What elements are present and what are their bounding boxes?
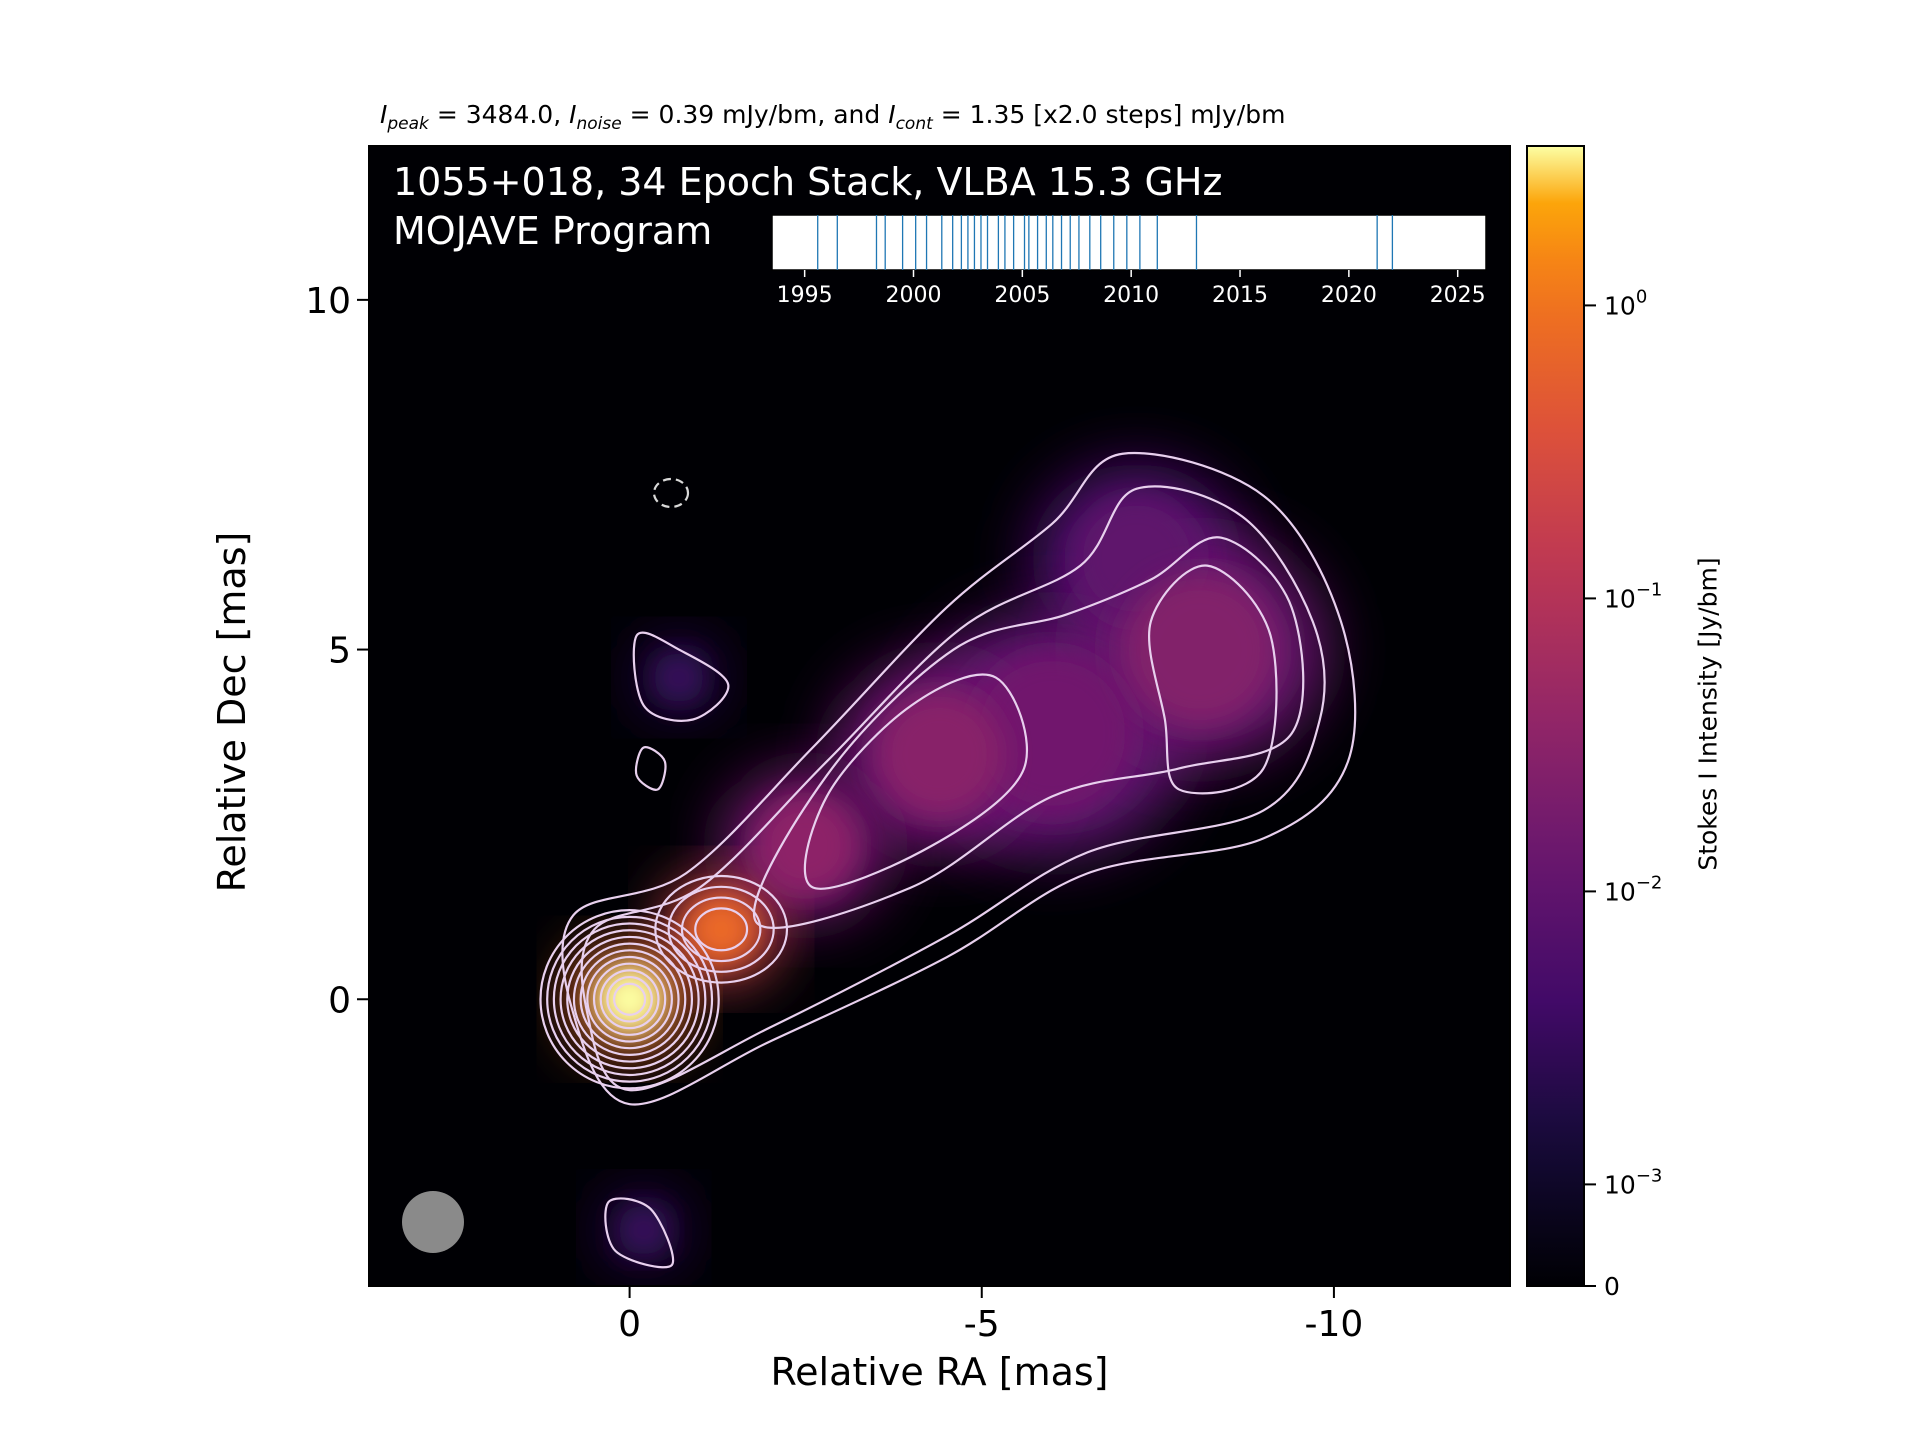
timeline-ticks: 1995 2000 2005 2010 2015 2020 2025 bbox=[777, 270, 1486, 308]
colorbar-tick-label: 10−3 bbox=[1604, 1165, 1662, 1199]
timeline-background bbox=[771, 214, 1487, 271]
colorbar-gradient bbox=[1526, 145, 1585, 1287]
plot-frame bbox=[368, 145, 1511, 1287]
emission-component bbox=[618, 1204, 670, 1256]
emission-layer bbox=[402, 451, 1357, 1269]
emission-component bbox=[876, 691, 1003, 818]
colorbar: 0 10−3 10−2 10−1 100 bbox=[1526, 145, 1662, 1301]
y-tick-label: 5 bbox=[328, 631, 351, 672]
plot-title-line1: 1055+018, 34 Epoch Stack, VLBA 15.3 GHz bbox=[393, 160, 1223, 204]
contour-core bbox=[559, 929, 700, 1070]
contour-knot bbox=[680, 896, 762, 963]
epoch-timeline-inset: 1995 2000 2005 2010 2015 2020 2025 bbox=[771, 214, 1487, 308]
contour-knot bbox=[694, 907, 749, 952]
colorbar-label: Stokes I Intensity [Jy/bm] bbox=[1693, 557, 1723, 871]
contour-jet bbox=[632, 631, 730, 722]
contour-core bbox=[586, 955, 673, 1043]
emission-component bbox=[686, 894, 757, 965]
contour-core bbox=[539, 909, 720, 1090]
x-axis-ticks: 0 -5 -10 bbox=[618, 1286, 1363, 1345]
contour-jet bbox=[561, 451, 1357, 1106]
contour-jet bbox=[580, 485, 1326, 1092]
y-tick-label: 10 bbox=[305, 281, 351, 322]
timeline-tick-label: 2015 bbox=[1212, 283, 1268, 308]
contour-core bbox=[606, 975, 653, 1023]
cont-subscript: cont bbox=[895, 114, 933, 134]
timeline-tick-label: 2020 bbox=[1321, 283, 1377, 308]
noise-subscript: noise bbox=[576, 114, 622, 134]
y-axis-label: Relative Dec [mas] bbox=[210, 531, 254, 893]
contour-jet bbox=[803, 673, 1029, 890]
cont-value: = 1.35 [x2.0 steps] mJy/bm bbox=[932, 100, 1286, 129]
negative-contour bbox=[652, 477, 690, 509]
timeline-tick-label: 2025 bbox=[1430, 283, 1486, 308]
peak-subscript: peak bbox=[387, 114, 429, 134]
y-tick-label: 0 bbox=[328, 980, 351, 1021]
cont-symbol: I bbox=[888, 100, 896, 129]
contour-jet bbox=[1147, 564, 1278, 795]
contour-jet bbox=[604, 1197, 675, 1269]
contour-core bbox=[579, 949, 680, 1050]
peak-value: = 3484.0, bbox=[428, 100, 570, 129]
beam-ellipse bbox=[402, 1191, 464, 1253]
chart-supertitle: Ipeak = 3484.0, Inoise = 0.39 mJy/bm, an… bbox=[380, 100, 1460, 134]
colorbar-tick-label: 10−2 bbox=[1604, 872, 1662, 906]
emission-component bbox=[653, 652, 705, 703]
y-axis-ticks: 0 5 10 bbox=[305, 281, 369, 1021]
contour-core bbox=[572, 942, 687, 1056]
contour-core bbox=[599, 969, 660, 1030]
contour-core bbox=[552, 922, 707, 1077]
peak-symbol: I bbox=[380, 100, 388, 129]
colorbar-tick-label: 10−1 bbox=[1604, 579, 1662, 613]
colorbar-tick-label: 100 bbox=[1604, 286, 1647, 320]
contour-jet bbox=[634, 746, 667, 791]
contour-knot bbox=[667, 885, 775, 973]
contour-core bbox=[592, 962, 667, 1036]
emission-component bbox=[754, 794, 857, 897]
plot-title-line2: MOJAVE Program bbox=[393, 209, 713, 253]
heatmap-panel: 0 -5 -10 0 5 10 bbox=[305, 145, 1511, 1345]
x-axis-label: Relative RA [mas] bbox=[770, 1350, 1109, 1394]
emission-component bbox=[1124, 573, 1277, 726]
contour-core bbox=[546, 915, 714, 1083]
timeline-tick-label: 2005 bbox=[994, 283, 1050, 308]
x-tick-label: -5 bbox=[964, 1304, 1000, 1345]
noise-value: = 0.39 mJy/bm, and bbox=[621, 100, 889, 129]
contour-core bbox=[566, 935, 694, 1063]
epoch-lines bbox=[817, 215, 1394, 270]
contour-core bbox=[613, 982, 647, 1016]
contour-lines bbox=[539, 451, 1357, 1269]
contour-jet bbox=[753, 536, 1305, 929]
x-tick-label: 0 bbox=[618, 1304, 641, 1345]
timeline-tick-label: 1995 bbox=[777, 283, 833, 308]
timeline-tick-label: 2010 bbox=[1103, 283, 1159, 308]
x-tick-label: -10 bbox=[1305, 1304, 1364, 1345]
colorbar-tick-label: 0 bbox=[1604, 1272, 1620, 1301]
plot-title: 1055+018, 34 Epoch Stack, VLBA 15.3 GHz … bbox=[393, 158, 1222, 256]
timeline-tick-label: 2000 bbox=[885, 283, 941, 308]
emission-component bbox=[594, 964, 665, 1035]
contour-knot bbox=[654, 874, 789, 984]
noise-symbol: I bbox=[569, 100, 577, 129]
colorbar-ticks: 0 10−3 10−2 10−1 100 bbox=[1584, 286, 1662, 1301]
